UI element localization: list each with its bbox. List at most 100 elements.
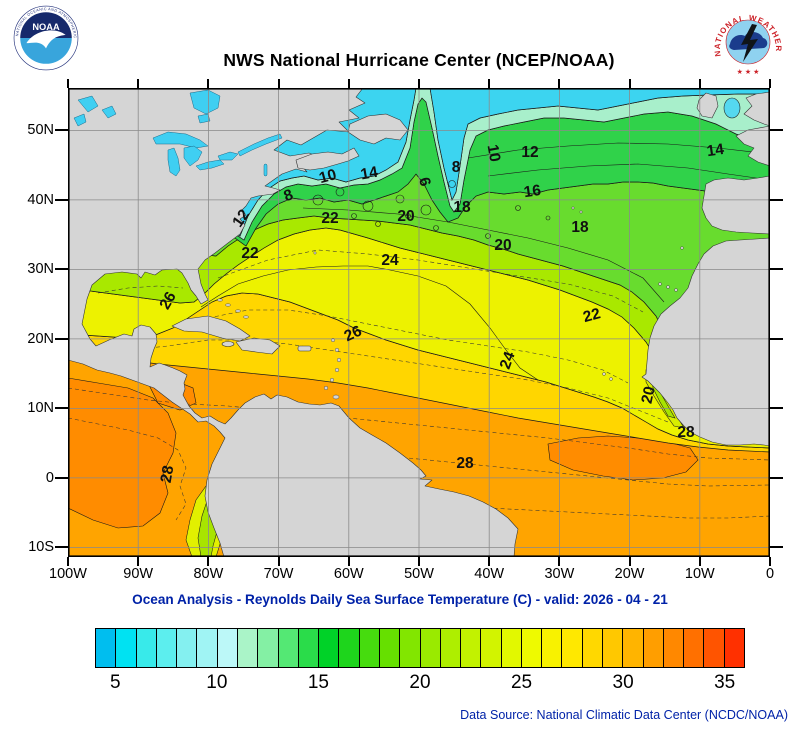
contour-label: 18: [571, 219, 589, 236]
contour-label: 22: [581, 305, 602, 326]
colorbar-cell: [156, 629, 178, 667]
axis-tick: [418, 79, 420, 88]
contour-label: 12: [229, 206, 253, 230]
axis-tick: [137, 557, 140, 566]
colorbar-cell: [623, 629, 644, 667]
axis-tick: [55, 337, 68, 340]
land-newfoundland: [347, 113, 409, 145]
colorbar-cell: [319, 629, 340, 667]
contour-label: 20: [494, 237, 511, 254]
axis-tick: [769, 79, 771, 88]
lake-champlain: [263, 163, 268, 177]
axis-tick: [55, 198, 68, 201]
colorbar-cell: [258, 629, 279, 667]
axis-tick: [769, 557, 771, 566]
axis-tick: [628, 557, 631, 566]
lon-label: 50W: [404, 566, 434, 582]
colorbar-cell: [704, 629, 725, 667]
contour-label: 24: [381, 252, 399, 269]
axis-tick: [698, 557, 701, 566]
axis-tick: [558, 79, 561, 88]
axis-tick: [770, 198, 783, 201]
lon-label: 20W: [614, 566, 645, 582]
colorbar-cell: [96, 629, 117, 667]
axis-tick: [770, 129, 783, 132]
colorbar-cell: [237, 629, 259, 667]
noaa-gull-icon: [26, 30, 66, 49]
contour-label: 14: [359, 164, 379, 184]
land-iberia: [701, 175, 770, 235]
colorbar-cell: [136, 629, 157, 667]
lon-label: 90W: [123, 566, 154, 582]
lat-label: 50N: [27, 122, 54, 139]
land-nova-scotia: [295, 147, 360, 171]
contour-label: 22: [241, 245, 258, 262]
lat-label: 10S: [28, 539, 54, 556]
axis-tick: [698, 79, 701, 88]
colorbar-cell: [542, 629, 563, 667]
contour-label: 20: [397, 208, 414, 225]
colorbar-cell: [197, 629, 218, 667]
colorbar-cell: [481, 629, 502, 667]
land-uk: [743, 91, 770, 127]
axis-tick: [207, 557, 210, 566]
map-frame: [68, 88, 770, 557]
lat-label: 10N: [27, 400, 54, 417]
axis-tick: [770, 546, 783, 549]
colorbar-cell: [440, 629, 462, 667]
contour-label: 12: [521, 144, 538, 161]
lat-label: 20N: [27, 330, 54, 347]
colorbar-tick-label: 20: [409, 672, 431, 693]
eddy-rings: [312, 180, 551, 239]
colorbar-cell: [116, 629, 137, 667]
lon-label: 60W: [333, 566, 364, 582]
graticule: [68, 88, 770, 557]
colorbar-cell: [603, 629, 624, 667]
colorbar-tick-label: 25: [510, 672, 533, 693]
axis-tick: [770, 337, 783, 340]
map-caption: Ocean Analysis - Reynolds Daily Sea Surf…: [132, 592, 668, 607]
axis-tick: [418, 557, 420, 566]
contour-label: 8: [452, 159, 461, 176]
landmasses: [68, 88, 770, 557]
land-americas: [68, 88, 519, 557]
lat-label: 0: [45, 469, 54, 486]
land-puerto-rico: [297, 345, 312, 352]
nws-stars: ★ ★ ★: [737, 68, 760, 76]
axis-tick: [55, 129, 68, 132]
colorbar-cell: [461, 629, 482, 667]
lon-label: 30W: [544, 566, 575, 582]
axis-tick: [770, 476, 783, 479]
axis-tick: [277, 557, 280, 566]
lake-michigan: [167, 147, 181, 177]
lon-label: 0: [765, 566, 775, 582]
land-ireland: [696, 92, 719, 119]
lon-label: 80W: [193, 566, 224, 582]
colorbar: [95, 628, 745, 668]
colorbar-cell: [663, 629, 685, 667]
colorbar-cell: [217, 629, 238, 667]
contour-label: 14: [706, 141, 726, 160]
contour-label: 24: [497, 349, 519, 371]
lat-label: 40N: [27, 191, 54, 208]
noaa-logo-text: NOAA: [32, 22, 60, 32]
contour-label: 26: [156, 289, 180, 313]
lon-label: 100W: [49, 566, 87, 582]
axis-tick: [55, 476, 68, 479]
lon-label: 40W: [474, 566, 505, 582]
lon-label: 10W: [684, 566, 715, 582]
lakes: [73, 89, 283, 177]
contour-label: 18: [453, 199, 471, 216]
land-jamaica: [221, 341, 235, 347]
contour-label: 10: [317, 166, 338, 187]
colorbar-cell: [724, 629, 744, 667]
colorbar-cell: [521, 629, 543, 667]
colorbar-tick-label: 15: [307, 672, 330, 693]
colorbar-tick-label: 10: [206, 672, 228, 693]
noaa-logo: NATIONAL OCEANIC AND ATMOSPHERIC ADMINIS…: [13, 5, 79, 71]
colorbar-cell: [501, 629, 522, 667]
axis-tick: [55, 268, 68, 271]
